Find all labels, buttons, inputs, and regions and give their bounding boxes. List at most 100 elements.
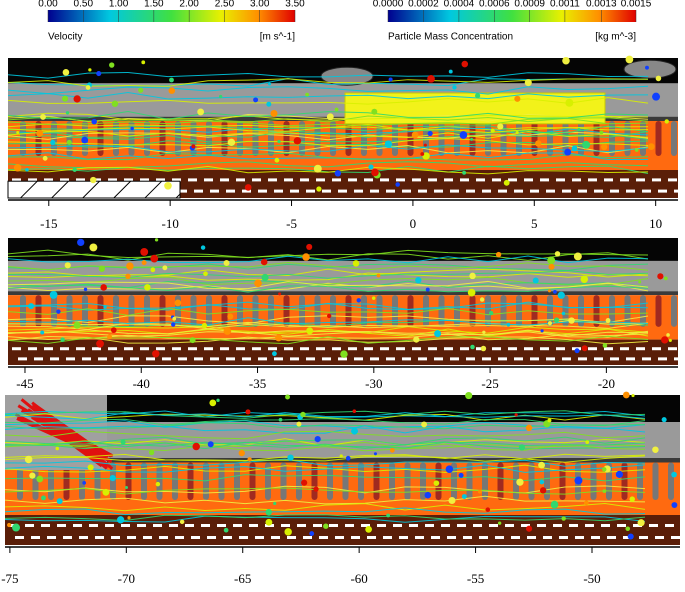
particle <box>216 398 220 403</box>
dash <box>642 189 651 193</box>
dash <box>284 178 293 182</box>
particle <box>352 260 360 267</box>
dash <box>258 189 267 193</box>
particle <box>557 291 565 299</box>
particle <box>671 471 677 478</box>
fin <box>668 462 674 500</box>
fin <box>283 295 290 327</box>
dash <box>377 524 386 527</box>
dash <box>172 178 181 182</box>
fin <box>159 295 166 327</box>
particle <box>469 272 476 280</box>
particle <box>371 296 376 300</box>
particle <box>423 143 427 147</box>
particle <box>585 440 590 445</box>
particle <box>66 139 72 145</box>
streamline <box>7 117 649 127</box>
fin <box>637 462 643 500</box>
fin <box>252 121 259 156</box>
dash <box>89 524 98 527</box>
dash <box>172 347 181 351</box>
dash <box>175 536 184 539</box>
particle <box>126 262 134 270</box>
fin <box>531 121 538 156</box>
dash <box>380 178 389 182</box>
colorbar-tick-label: 0.0004 <box>444 0 475 10</box>
particle <box>634 148 639 152</box>
fin <box>221 121 228 156</box>
dash <box>249 524 258 527</box>
dash <box>668 347 677 351</box>
dash <box>290 189 299 193</box>
dash <box>447 536 456 539</box>
dash <box>364 347 373 351</box>
particle <box>306 243 313 250</box>
dash <box>332 178 341 182</box>
dash <box>50 357 59 361</box>
particle <box>49 291 58 299</box>
x-tick-label: -35 <box>249 376 266 391</box>
dash <box>642 357 651 361</box>
particle <box>81 136 89 144</box>
dash <box>351 536 360 539</box>
dash <box>415 536 424 539</box>
dash <box>495 536 504 539</box>
particle <box>110 327 117 333</box>
particle <box>179 519 185 525</box>
dash <box>604 347 613 351</box>
colorbar-title: Particle Mass Concentration <box>388 32 513 43</box>
x-tick-label: -5 <box>286 216 297 231</box>
particle <box>313 164 322 173</box>
particle <box>638 280 642 284</box>
dash <box>31 536 40 539</box>
dash <box>364 178 373 182</box>
fin <box>454 295 460 327</box>
x-tick-label: -75 <box>1 571 18 586</box>
dash <box>665 524 674 527</box>
dash <box>386 189 395 193</box>
particle <box>652 92 661 101</box>
dark-line <box>8 291 678 296</box>
dash <box>63 536 72 539</box>
dash <box>345 524 354 527</box>
streamline <box>4 514 646 522</box>
particle <box>506 322 511 327</box>
dash <box>201 524 210 527</box>
dash <box>210 189 219 193</box>
x-tick-label: -60 <box>350 571 367 586</box>
dash <box>274 357 283 361</box>
particle <box>152 350 160 358</box>
dash <box>236 178 245 182</box>
fin <box>500 295 507 327</box>
particle <box>395 182 400 187</box>
dash <box>194 189 203 193</box>
particle <box>425 287 430 292</box>
streamline <box>7 145 649 154</box>
particle <box>652 446 659 453</box>
streamline <box>7 330 649 338</box>
dash <box>524 178 533 182</box>
dark-line <box>5 458 680 463</box>
particle <box>223 327 232 335</box>
dash <box>121 524 130 527</box>
dash <box>610 189 619 193</box>
fin <box>128 295 135 327</box>
dash <box>418 189 427 193</box>
particle <box>462 170 467 175</box>
particle <box>296 421 302 427</box>
dash <box>271 536 280 539</box>
dash <box>210 357 219 361</box>
fin <box>172 462 178 500</box>
fin <box>283 121 290 156</box>
particle <box>55 446 60 451</box>
particle <box>197 108 205 116</box>
dash <box>508 347 517 351</box>
particle <box>424 491 432 499</box>
x-tick-label: -55 <box>467 571 484 586</box>
streamline <box>4 443 646 452</box>
particle <box>150 267 156 273</box>
colorbar-tick-label: 2.50 <box>215 0 235 10</box>
particle <box>253 97 259 103</box>
particle <box>525 525 533 532</box>
particle <box>268 82 272 86</box>
